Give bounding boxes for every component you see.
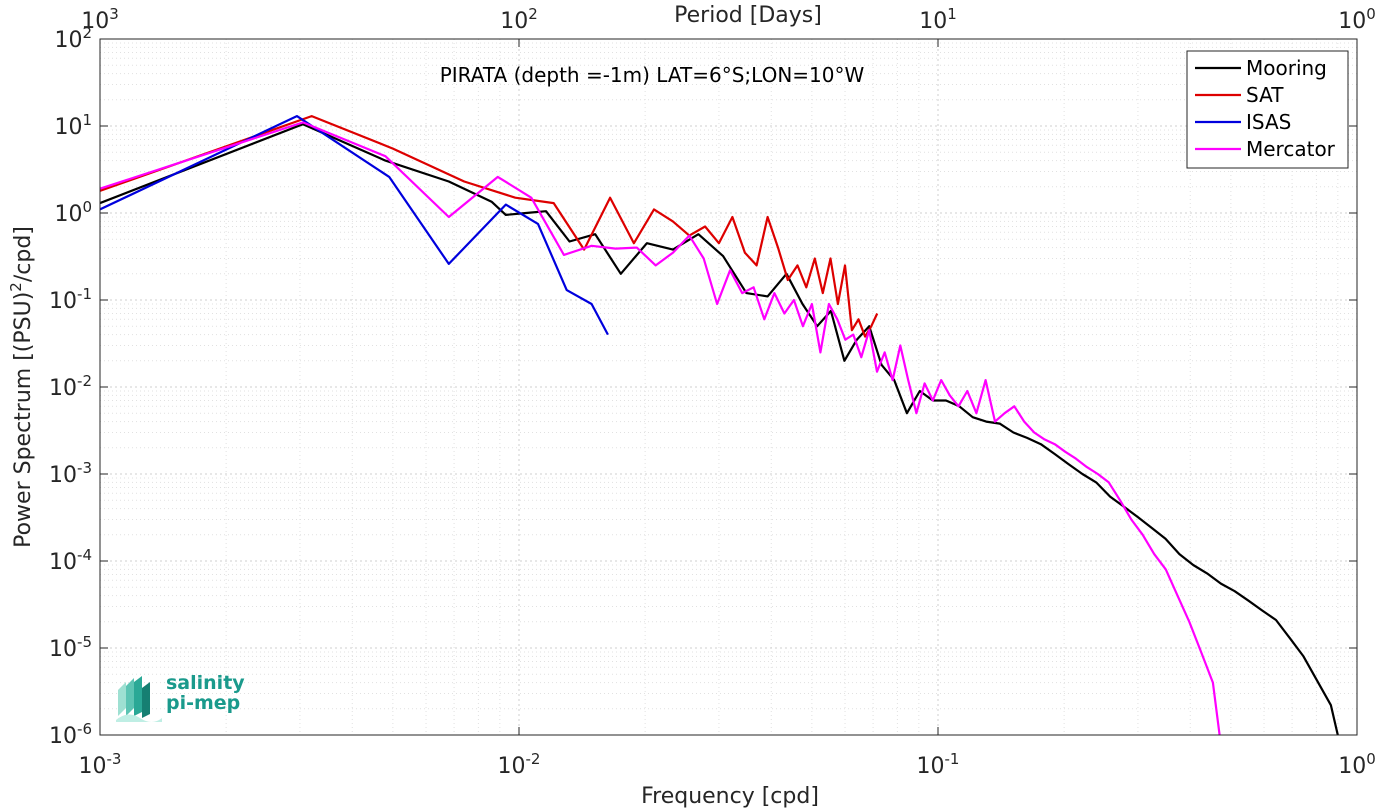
y-tick-label: 10-4: [49, 546, 92, 575]
legend: Mooring SAT ISAS Mercator: [1186, 50, 1349, 169]
major-grid: [99, 38, 1358, 736]
series-layer: [100, 114, 1339, 735]
legend-label-isas: ISAS: [1246, 110, 1291, 134]
y-tick-label: 102: [54, 24, 92, 53]
salinity-pi-mep-logo: [116, 676, 162, 722]
chart-title: PIRATA (depth =-1m) LAT=6°S;LON=10°W: [440, 63, 865, 87]
top-tick-label: 103: [81, 5, 119, 34]
logo-line-2: pi-mep: [166, 692, 241, 714]
y-tick-label: 10-6: [49, 720, 92, 749]
y-tick-label: 10-2: [49, 372, 92, 401]
x-axis-label: Frequency [cpd]: [641, 784, 819, 809]
y-tick-label: 101: [54, 111, 92, 140]
legend-label-sat: SAT: [1246, 83, 1284, 107]
series-line-sat: [100, 114, 879, 338]
y-tick-label: 10-5: [49, 633, 92, 662]
x-tick-label: 100: [1338, 750, 1376, 779]
x-tick-label: 10-2: [498, 750, 541, 779]
top-axis-label: Period [Days]: [674, 3, 822, 28]
top-tick-label: 100: [1338, 5, 1376, 34]
legend-label-mercator: Mercator: [1246, 137, 1336, 161]
legend-label-mooring: Mooring: [1246, 56, 1327, 80]
y-axis-label: Power Spectrum [(PSU)2/cpd]: [7, 226, 36, 548]
y-tick-label: 10-1: [49, 285, 92, 314]
x-tick-label: 10-3: [79, 750, 122, 779]
logo-text: salinity pi-mep: [166, 674, 245, 714]
x-tick-label: 10-1: [917, 750, 960, 779]
y-tick-label: 10-3: [49, 459, 92, 488]
plot-frame: [99, 38, 1358, 736]
series-line-mercator: [100, 121, 1221, 735]
top-tick-label: 101: [919, 5, 957, 34]
minor-grid: [100, 39, 1357, 735]
series-line-mooring: [100, 123, 1339, 735]
logo-line-1: salinity: [166, 672, 245, 694]
top-tick-label: 102: [500, 5, 538, 34]
series-line-isas: [100, 114, 609, 336]
y-tick-label: 100: [54, 198, 92, 227]
